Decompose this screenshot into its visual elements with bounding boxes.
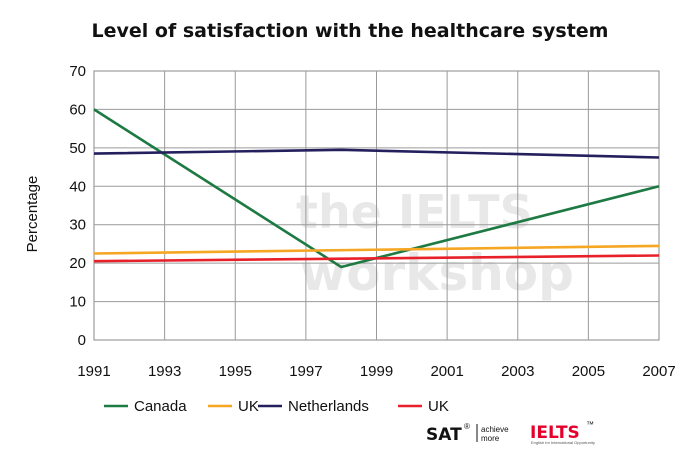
watermark-line1: the IELTS <box>296 185 533 239</box>
legend: Canada UK Netherlands UK <box>104 398 449 415</box>
sat-tagline-1: achieve <box>481 425 509 434</box>
x-tick-label: 1999 <box>360 363 393 380</box>
y-tick-label: 10 <box>69 294 86 311</box>
y-tick-label: 30 <box>69 217 86 234</box>
legend-label: Canada <box>134 398 187 415</box>
sat-logo: SAT ® achieve more <box>426 422 509 445</box>
ielts-logo-text: IELTS <box>530 423 580 443</box>
y-tick-label: 60 <box>69 101 86 118</box>
x-tick-label: 2007 <box>642 363 675 380</box>
chart-title: Level of satisfaction with the healthcar… <box>92 20 609 42</box>
series-line-3 <box>93 254 660 263</box>
y-axis-ticks: 0 10 20 30 40 50 60 70 <box>69 63 86 349</box>
plot-grid <box>93 70 660 341</box>
sat-tagline-2: more <box>481 434 500 443</box>
series-line-2 <box>93 148 660 159</box>
sat-logo-reg: ® <box>464 422 470 431</box>
y-axis-label: Percentage <box>24 176 41 253</box>
x-tick-label: 1993 <box>148 363 181 380</box>
x-axis-ticks: 1991 1993 1995 1997 1999 2001 2003 2005 2007 <box>77 363 675 380</box>
legend-label: UK <box>238 398 259 415</box>
watermark: the IELTS workshop <box>296 185 574 302</box>
y-tick-label: 50 <box>69 140 86 157</box>
ielts-logo-tm: ™ <box>586 420 594 429</box>
sat-logo-text: SAT <box>426 425 462 445</box>
x-tick-label: 1991 <box>77 363 110 380</box>
watermark-line2: workshop <box>300 244 574 302</box>
legend-label: Netherlands <box>288 398 369 415</box>
y-tick-label: 40 <box>69 178 86 195</box>
x-tick-label: 2003 <box>501 363 534 380</box>
x-tick-label: 2001 <box>430 363 463 380</box>
y-tick-label: 0 <box>78 332 86 349</box>
ielts-logo: IELTS ™ English for International Opport… <box>530 420 595 445</box>
x-tick-label: 1995 <box>219 363 252 380</box>
series-line-1 <box>93 244 660 255</box>
series-line-0 <box>93 108 660 269</box>
ielts-tagline: English for International Opportunity <box>531 440 595 445</box>
x-tick-label: 1997 <box>289 363 322 380</box>
legend-label: UK <box>428 398 449 415</box>
x-tick-label: 2005 <box>572 363 605 380</box>
y-tick-label: 20 <box>69 255 86 272</box>
series-lines <box>93 108 660 269</box>
y-tick-label: 70 <box>69 63 86 80</box>
